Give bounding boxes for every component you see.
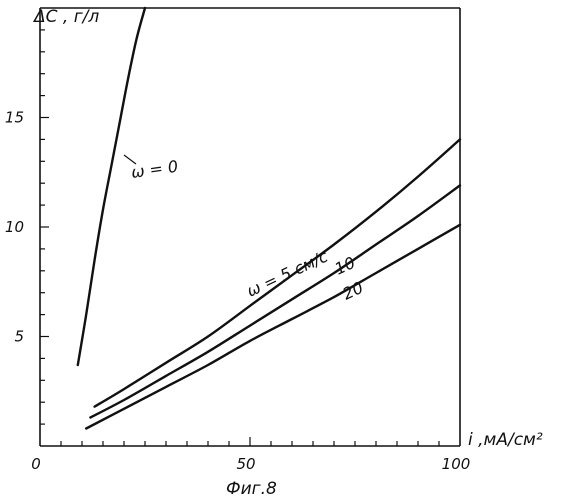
x-axis-title: i ,мА/см² <box>468 430 543 450</box>
curve-w20 <box>86 225 460 429</box>
curve-w0 <box>78 8 145 365</box>
y-tick-label: 15 <box>5 109 24 127</box>
tick-labels: 5 10 15 0 50 100 <box>5 109 470 474</box>
figure-caption: Фиг.8 <box>226 479 277 499</box>
x-tick-label: 100 <box>442 455 471 473</box>
y-tick-label: 10 <box>5 218 24 236</box>
y-tick-label: 5 <box>14 328 24 346</box>
axes <box>40 8 460 446</box>
series-label-w0: ω = 0 <box>130 157 179 182</box>
curve-w10 <box>90 185 460 417</box>
series-label-w5: ω = 5 см/с <box>244 246 331 300</box>
y-axis-title: ΔС , г/л <box>32 7 99 27</box>
series-label-w10: 10 <box>332 253 358 279</box>
ticks <box>40 30 439 446</box>
x-tick-label: 50 <box>236 455 255 473</box>
x-tick-label: 0 <box>31 455 41 473</box>
curves <box>78 8 460 429</box>
